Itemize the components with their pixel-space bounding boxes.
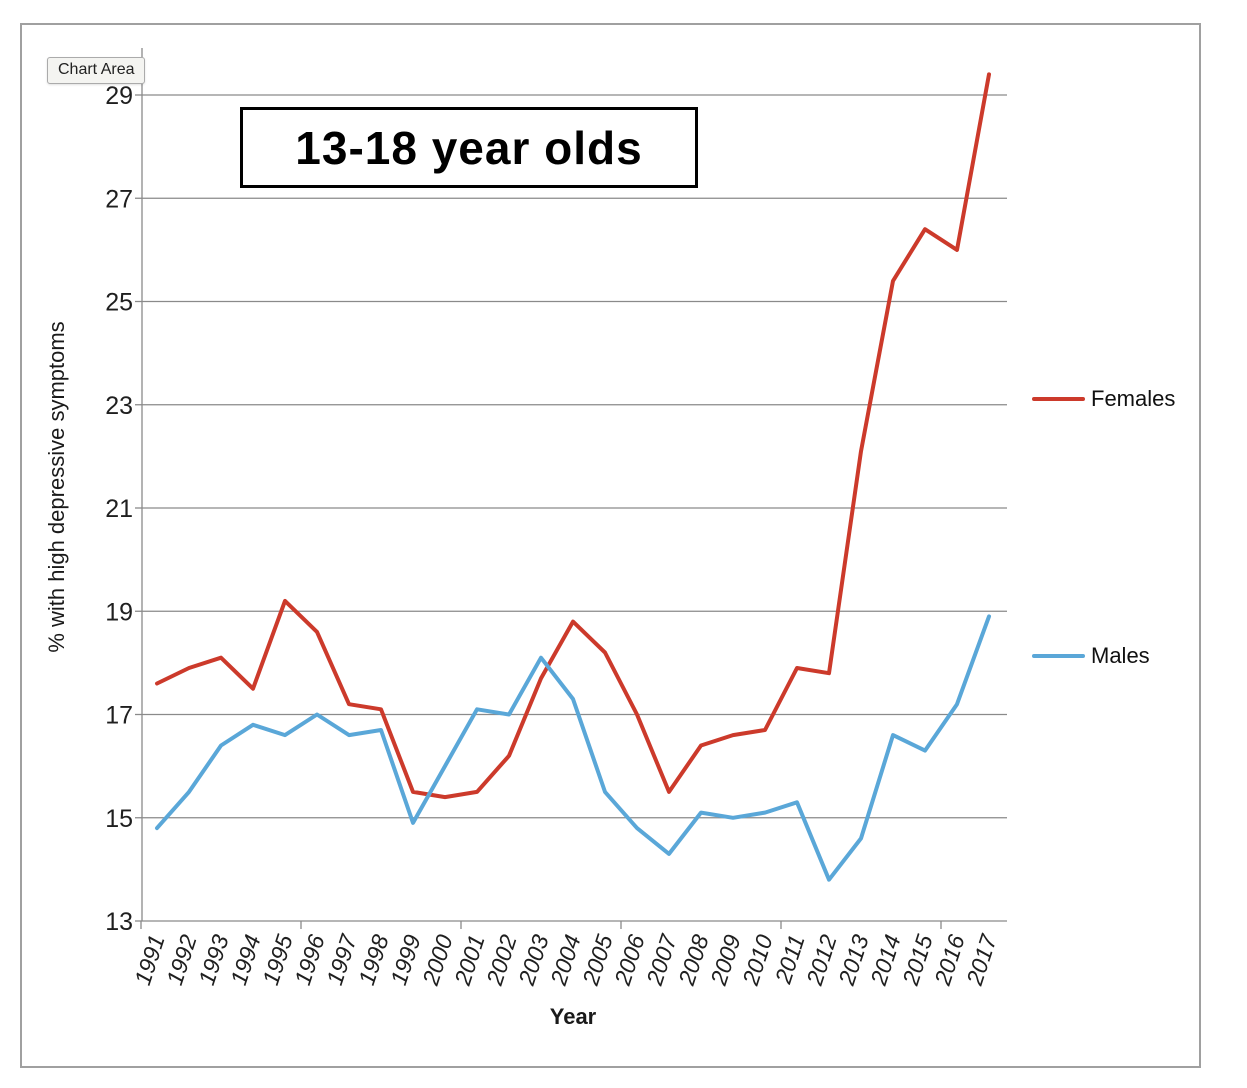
y-tick-label-15: 15 (105, 805, 133, 833)
y-tick-label-25: 25 (105, 289, 133, 317)
males-line-swatch (1032, 654, 1085, 658)
y-axis-title: % with high depressive symptoms (44, 321, 69, 653)
legend-item-females[interactable]: Females (1032, 386, 1176, 411)
y-tick-label-17: 17 (105, 702, 133, 730)
y-tick-label-29: 29 (105, 82, 133, 110)
y-tick-label-19: 19 (105, 598, 133, 626)
y-tick-label-23: 23 (105, 392, 133, 420)
y-tick-label-27: 27 (105, 185, 133, 213)
legend-label-males: Males (1091, 643, 1150, 668)
x-axis-title: Year (549, 1004, 597, 1029)
y-tick-label-21: 21 (105, 495, 133, 523)
females-line-swatch (1032, 397, 1085, 401)
series-line-females[interactable] (155, 72, 991, 800)
y-tick-label-13: 13 (105, 908, 133, 936)
chart-title[interactable]: 13-18 year olds (240, 107, 698, 188)
legend-label-females: Females (1091, 386, 1176, 411)
chart-canvas: 13 15 17 19 21 23 25 27 29 1991 1992 1993 1994 1995 19… (20, 23, 1201, 1068)
series-line-males[interactable] (155, 614, 991, 882)
chart-area-tooltip: Chart Area (47, 57, 146, 84)
legend-item-males[interactable]: Males (1032, 643, 1150, 668)
plot-area: 1315171921232527291991199219931994199519… (105, 48, 1007, 989)
chart-title-text: 13-18 year olds (295, 121, 643, 174)
